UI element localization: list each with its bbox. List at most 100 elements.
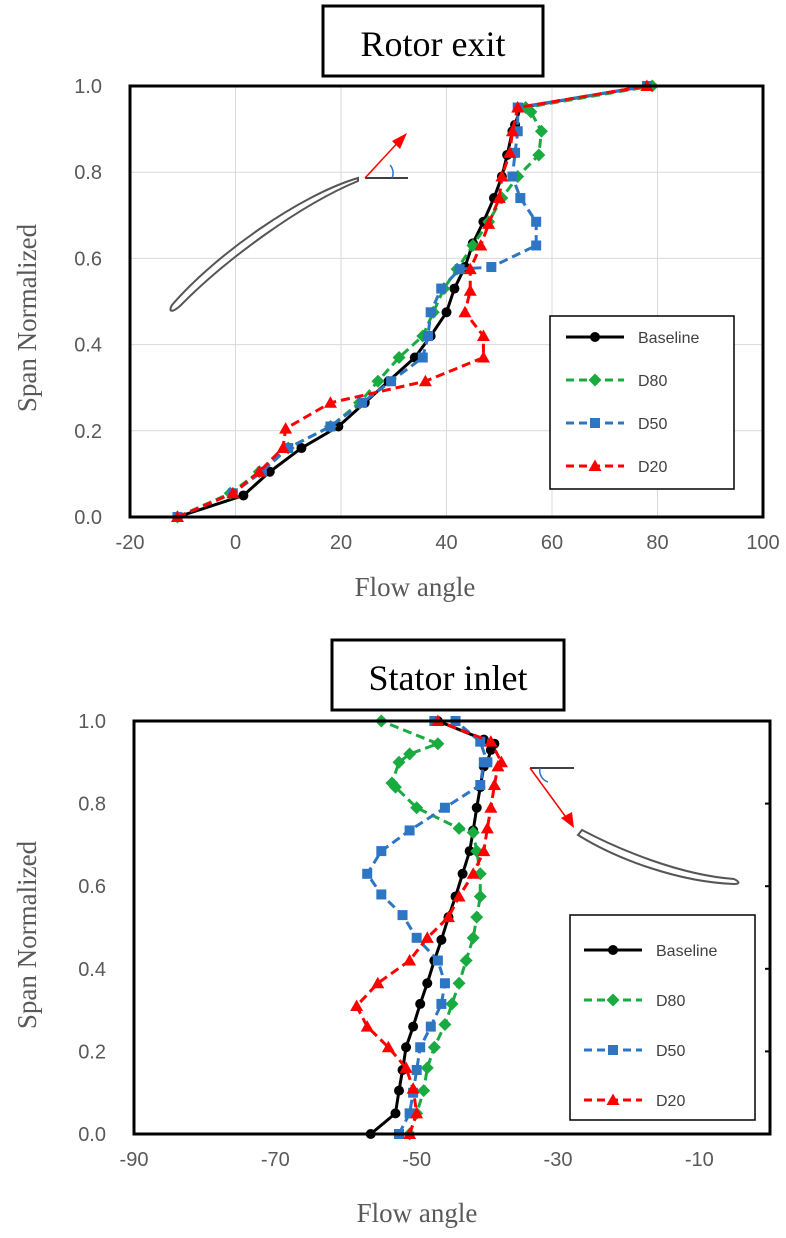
- chart-title: Stator inlet: [369, 658, 528, 698]
- data-point: [515, 193, 526, 204]
- data-point: [487, 778, 501, 791]
- data-point: [466, 826, 480, 840]
- stator-inlet-chart: Stator inlet -90 -70 -50 -30 -10 0.00.20.40.…: [12, 638, 772, 1228]
- legend-marker: [608, 945, 618, 955]
- rotor-blade-icon: [169, 176, 359, 312]
- data-point: [512, 126, 523, 137]
- data-point: [420, 1061, 434, 1075]
- data-point: [417, 1084, 431, 1098]
- data-point: [404, 1108, 415, 1119]
- data-point: [507, 171, 518, 182]
- chart-title-box: [321, 4, 545, 78]
- data-point: [392, 755, 406, 769]
- data-point: [534, 124, 548, 138]
- chart-title-box: [330, 638, 566, 712]
- x-tick-label: -30: [544, 1149, 573, 1171]
- y-axis-label: Span Normalized: [12, 840, 42, 1029]
- chart-title: Rotor exit: [361, 24, 506, 64]
- x-tick-label: 80: [646, 532, 668, 554]
- rotor-exit-chart: Rotor exit -20 0 20 40 60 80 100 0.00.20.40.60…: [12, 4, 780, 602]
- data-point: [418, 374, 432, 387]
- data-point: [357, 397, 368, 408]
- legend-label: D50: [656, 1043, 685, 1060]
- data-point: [276, 441, 290, 454]
- data-point: [360, 1020, 374, 1032]
- data-point: [464, 846, 475, 857]
- data-point: [495, 170, 509, 182]
- data-point: [480, 821, 494, 834]
- data-point: [397, 910, 408, 921]
- series-baseline: [365, 716, 500, 1139]
- data-point: [532, 148, 546, 162]
- data-point: [458, 305, 472, 318]
- data-point: [404, 825, 415, 836]
- data-point: [406, 1082, 420, 1094]
- series-d80: [374, 714, 487, 1141]
- data-point: [492, 191, 506, 204]
- flow-direction-arrow: [529, 767, 569, 821]
- data-point: [390, 1108, 401, 1119]
- data-point: [473, 890, 487, 904]
- data-point: [463, 262, 477, 275]
- data-point: [226, 486, 240, 499]
- x-tick-label: 20: [330, 532, 352, 554]
- data-point: [436, 283, 447, 294]
- data-point: [466, 867, 480, 879]
- arrow-head-icon: [561, 812, 574, 828]
- data-point: [505, 124, 519, 137]
- data-point: [445, 997, 459, 1011]
- y-axis-ticks: 0.0 0.2 0.4 0.6 0.8 1.0: [74, 76, 102, 529]
- legend-marker: [606, 993, 620, 1007]
- series-group: [350, 714, 508, 1141]
- data-point: [323, 396, 337, 408]
- y-tick-label: 0.2: [74, 421, 102, 443]
- data-point: [474, 238, 488, 251]
- data-point: [264, 466, 275, 477]
- arrow-head-icon: [392, 133, 407, 149]
- data-point: [417, 352, 428, 363]
- legend-entries: Baseline D80 D50 D20: [566, 330, 699, 476]
- data-point: [238, 490, 249, 501]
- data-point: [394, 1085, 404, 1096]
- legend-label: Baseline: [656, 943, 717, 960]
- data-point: [439, 802, 450, 813]
- data-point: [477, 844, 491, 857]
- rotor-blade-illustration: [169, 133, 408, 312]
- data-point: [471, 802, 482, 813]
- y-tick-label: 0.6: [78, 876, 106, 898]
- plot-frame: [128, 84, 765, 519]
- data-point: [463, 284, 477, 296]
- data-point: [362, 868, 373, 879]
- y-axis-label: Span Normalized: [12, 223, 42, 412]
- y-tick-label: 0.2: [78, 1041, 106, 1063]
- data-point: [457, 868, 468, 879]
- stator-blade-icon: [576, 828, 740, 886]
- series-line: [355, 719, 503, 1135]
- y-tick-label: 0.6: [74, 248, 102, 270]
- stator-blade-illustration: [529, 767, 740, 886]
- data-point: [510, 147, 521, 158]
- data-point: [410, 1106, 424, 1119]
- y-tick-label: 1.0: [74, 76, 102, 98]
- legend-label: D80: [656, 993, 685, 1010]
- data-point: [401, 1042, 412, 1053]
- data-point: [432, 955, 443, 966]
- data-point: [279, 422, 293, 434]
- data-point: [403, 747, 417, 761]
- x-axis-ticks: -90 -70 -50 -30 -10: [120, 1149, 714, 1171]
- data-point: [439, 978, 450, 989]
- legend-marker: [590, 418, 600, 428]
- data-point: [441, 307, 452, 318]
- legend-label: D50: [638, 416, 667, 433]
- data-point: [466, 931, 480, 945]
- data-point: [503, 146, 517, 158]
- data-point: [476, 351, 490, 363]
- x-tick-label: 0: [230, 532, 241, 554]
- data-point: [423, 330, 434, 341]
- legend-marker: [606, 1093, 620, 1105]
- data-point: [325, 421, 336, 432]
- series-d20: [350, 714, 508, 1139]
- data-point: [494, 755, 508, 768]
- y-tick-label: 0.4: [78, 959, 106, 981]
